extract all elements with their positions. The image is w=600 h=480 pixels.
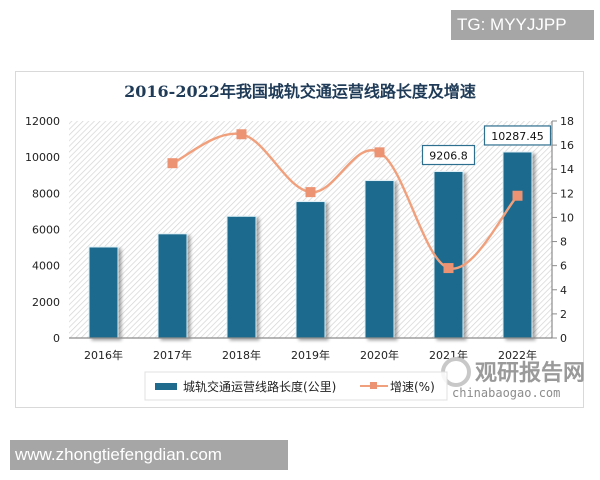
y2-tick-label: 14: [560, 163, 574, 176]
bar: [226, 215, 257, 339]
data-labels: 9206.8 10287.45: [421, 125, 552, 166]
y2-tick-label: 10: [560, 211, 574, 224]
brand-watermark: 观研报告网 chinabaogao.com: [441, 357, 585, 400]
y2-tick-label: 4: [560, 284, 567, 297]
bar: [157, 233, 188, 339]
y-tick-label: 4000: [32, 260, 60, 273]
y-tick-label: 10000: [25, 151, 60, 164]
chart-title: 2016-2022年我国城轨交通运营线路长度及增速: [124, 82, 476, 101]
growth-marker: [374, 147, 385, 158]
bar: [88, 246, 119, 339]
x-tick-label: 2019年: [291, 348, 330, 362]
bar-series: [88, 151, 533, 339]
y-tick-label: 2000: [32, 296, 60, 309]
legend-label-length: 城轨交通运营线路长度(公里): [183, 379, 336, 394]
data-label: 9206.8: [429, 150, 468, 163]
brand-cn-text: 观研报告网: [475, 361, 585, 386]
legend-bar-swatch-icon: [155, 383, 177, 390]
data-label-box: [483, 125, 552, 146]
y-tick-label: 6000: [32, 224, 60, 237]
bar: [364, 180, 395, 339]
legend-marker-icon: [370, 382, 377, 389]
growth-line-series: [167, 129, 523, 274]
data-label: 10287.45: [491, 130, 544, 143]
growth-marker: [443, 263, 454, 274]
x-tick-label: 2018年: [222, 348, 261, 362]
y-axis-left: 0 2000 4000 6000 8000 10000 12000: [25, 115, 60, 345]
x-tick-label: 2016年: [84, 348, 123, 362]
growth-marker: [512, 190, 523, 201]
bar: [433, 171, 464, 339]
growth-marker: [305, 187, 316, 198]
y2-tick-label: 6: [560, 260, 567, 273]
legend-box: [144, 371, 448, 401]
bar: [295, 201, 326, 339]
y2-tick-label: 18: [560, 115, 574, 128]
brand-en-text: chinabaogao.com: [452, 386, 560, 400]
growth-marker: [167, 158, 178, 169]
legend-label-growth: 增速(%): [390, 380, 435, 394]
watermark-bottom: www.zhongtiefengdian.com: [10, 440, 288, 470]
y-tick-label: 0: [53, 332, 60, 345]
y-tick-label: 12000: [25, 115, 60, 128]
x-tick-label: 2022年: [498, 348, 537, 362]
y2-tick-label: 8: [560, 236, 567, 249]
bar: [502, 151, 533, 339]
data-label-box: [421, 144, 476, 166]
y-axis-right: 0 2 4 6 8 10 12 14 16 18: [551, 115, 574, 345]
legend: 城轨交通运营线路长度(公里) 增速(%): [144, 371, 448, 401]
watermark-top: TG: MYYJJPP: [451, 10, 594, 40]
y2-tick-label: 12: [560, 187, 574, 200]
growth-marker: [236, 129, 247, 140]
y-tick-label: 8000: [32, 187, 60, 200]
y2-tick-label: 2: [560, 308, 567, 321]
y2-tick-label: 0: [560, 332, 567, 345]
x-axis-labels: 2016年 2017年 2018年 2019年 2020年 2021年 2022年: [84, 348, 537, 362]
y2-tick-label: 16: [560, 139, 574, 152]
x-tick-label: 2020年: [360, 348, 399, 362]
x-tick-label: 2017年: [153, 348, 192, 362]
